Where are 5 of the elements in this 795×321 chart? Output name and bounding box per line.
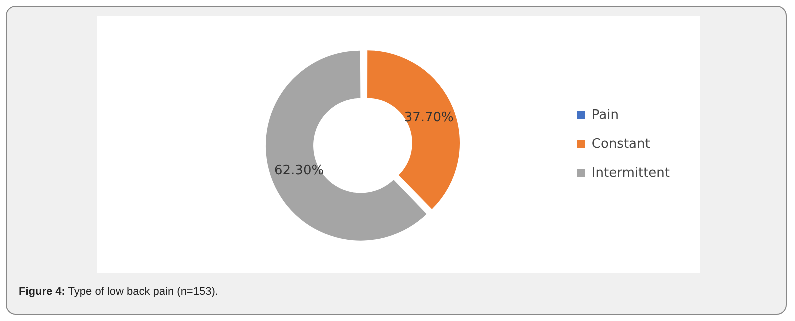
legend-label: Intermittent xyxy=(592,166,670,181)
caption: Figure 4: Type of low back pain (n=153). xyxy=(19,286,218,298)
data-label: 37.70% xyxy=(404,110,454,126)
legend-label: Constant xyxy=(592,136,650,152)
legend-label: Pain xyxy=(592,108,619,123)
